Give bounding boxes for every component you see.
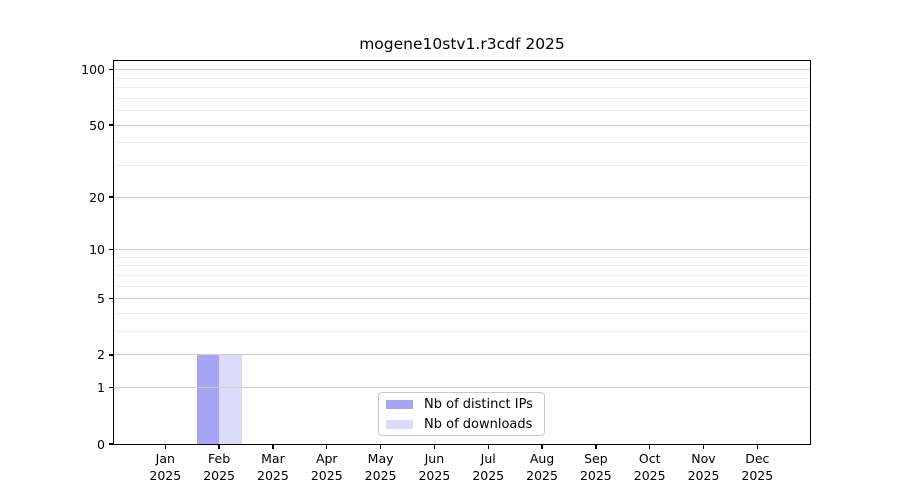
xtick-label-aug: Aug 2025 <box>510 451 574 484</box>
legend-label-downloads: Nb of downloads <box>424 416 533 432</box>
xtick-year: 2025 <box>472 467 505 483</box>
gridline-major-1 <box>114 387 810 389</box>
xtick-year: 2025 <box>257 467 289 483</box>
xtick-mark-nov <box>702 444 705 449</box>
gridline-minor-40 <box>114 142 810 144</box>
xtick-year: 2025 <box>364 467 397 483</box>
xtick-mark-apr <box>326 444 328 449</box>
xtick-year: 2025 <box>149 467 182 483</box>
ytick-label-20: 20 <box>89 189 105 205</box>
legend-entry-downloads: Nb of downloads <box>386 416 537 433</box>
xtick-month: Jan <box>155 451 175 466</box>
ytick-label-0: 0 <box>97 436 105 452</box>
xtick-label-oct: Oct 2025 <box>618 451 682 484</box>
ytick-label-5: 5 <box>97 291 105 307</box>
gridline-minor-70 <box>114 97 810 99</box>
ytick-label-1: 1 <box>97 380 105 396</box>
xtick-mark-sep <box>595 444 597 449</box>
xtick-label-feb: Feb 2025 <box>187 451 251 484</box>
xtick-month: Jul <box>480 451 496 466</box>
xtick-mark-aug <box>541 444 543 449</box>
plot-area <box>113 60 811 445</box>
ytick-mark-1 <box>109 387 114 389</box>
ytick-mark-5 <box>109 297 114 300</box>
xtick-month: Dec <box>745 451 770 466</box>
xtick-mark-jun <box>433 444 436 449</box>
xtick-mark-feb <box>218 444 220 449</box>
ytick-mark-20 <box>109 196 114 198</box>
gridline-major-10 <box>114 248 810 250</box>
xtick-mark-mar <box>272 444 274 449</box>
legend: Nb of distinct IPs Nb of downloads <box>378 392 545 436</box>
xtick-month: Jun <box>424 451 445 466</box>
xtick-mark-oct <box>648 444 651 449</box>
xtick-label-apr: Apr 2025 <box>295 451 359 484</box>
ytick-label-10: 10 <box>89 241 105 257</box>
xtick-year: 2025 <box>633 467 666 483</box>
ytick-label-50: 50 <box>89 117 105 133</box>
gridline-major-100 <box>114 69 810 71</box>
xtick-mark-dec <box>756 444 758 449</box>
gridline-minor-4 <box>114 312 810 314</box>
xtick-month: May <box>367 451 394 466</box>
xtick-label-jun: Jun 2025 <box>402 451 466 484</box>
xtick-month: Nov <box>691 451 716 466</box>
gridline-minor-3 <box>114 331 810 333</box>
legend-swatch-downloads <box>386 419 413 429</box>
gridline-major-5 <box>114 298 810 300</box>
chart-title: mogene10stv1.r3cdf 2025 <box>359 35 565 53</box>
xtick-year: 2025 <box>418 467 451 483</box>
xtick-year: 2025 <box>741 467 774 483</box>
gridline-major-2 <box>114 354 810 356</box>
xtick-label-may: May 2025 <box>349 451 413 484</box>
ytick-mark-10 <box>109 248 114 251</box>
xtick-year: 2025 <box>526 467 558 483</box>
xtick-month: Oct <box>638 451 661 466</box>
ytick-label-2: 2 <box>97 347 105 363</box>
xtick-month: Apr <box>315 451 338 466</box>
bar-distinct-ips-feb <box>196 354 220 444</box>
xtick-mark-may <box>379 444 382 449</box>
legend-label-distinct-ips: Nb of distinct IPs <box>424 396 533 412</box>
gridline-minor-6 <box>114 285 810 287</box>
xtick-month: Aug <box>529 451 555 466</box>
ytick-mark-0 <box>109 443 114 445</box>
xtick-year: 2025 <box>579 467 612 483</box>
xtick-month: Mar <box>261 451 285 466</box>
xtick-month: Feb <box>208 451 231 466</box>
gridline-minor-90 <box>114 77 810 79</box>
xtick-mark-jan <box>164 444 166 449</box>
xtick-year: 2025 <box>687 467 720 483</box>
xtick-label-sep: Sep 2025 <box>564 451 628 484</box>
gridline-major-50 <box>114 124 810 126</box>
xtick-label-jan: Jan 2025 <box>133 451 197 484</box>
xtick-label-dec: Dec 2025 <box>725 451 789 484</box>
ytick-label-100: 100 <box>81 62 105 78</box>
xtick-month: Sep <box>584 451 608 466</box>
ytick-mark-50 <box>109 124 114 126</box>
xtick-year: 2025 <box>203 467 236 483</box>
xtick-year: 2025 <box>310 467 343 483</box>
gridline-minor-8 <box>114 265 810 267</box>
gridline-minor-80 <box>114 86 810 88</box>
xtick-label-nov: Nov 2025 <box>672 451 736 484</box>
gridline-minor-9 <box>114 256 810 258</box>
ytick-mark-2 <box>109 354 114 356</box>
xtick-label-mar: Mar 2025 <box>241 451 305 484</box>
gridline-minor-30 <box>114 164 810 166</box>
gridline-major-20 <box>114 196 810 198</box>
bar-downloads-feb <box>219 354 242 444</box>
gridline-minor-7 <box>114 274 810 276</box>
ytick-mark-100 <box>109 68 114 71</box>
gridline-minor-60 <box>114 110 810 111</box>
xtick-label-jul: Jul 2025 <box>456 451 520 484</box>
xtick-mark-jul <box>487 444 489 449</box>
legend-entry-distinct-ips: Nb of distinct IPs <box>386 396 537 413</box>
legend-swatch-distinct-ips <box>386 399 413 409</box>
